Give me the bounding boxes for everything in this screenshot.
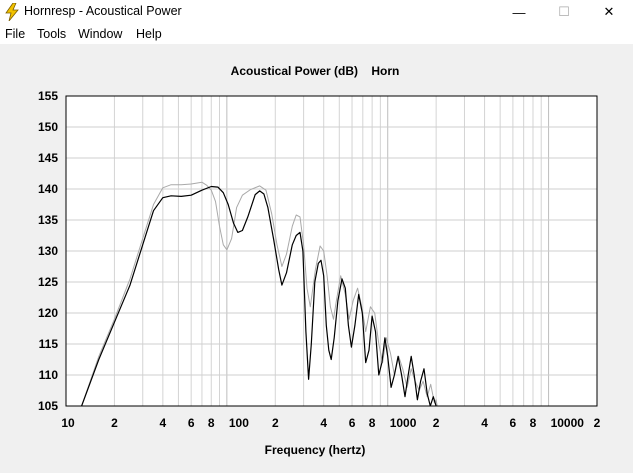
y-tick-label: 110 bbox=[39, 368, 59, 382]
menu-tools[interactable]: Tools bbox=[37, 27, 67, 41]
y-tick-label: 115 bbox=[39, 337, 59, 351]
x-tick-label: 100 bbox=[229, 416, 249, 430]
x-tick-label: 6 bbox=[349, 416, 356, 430]
menu-window[interactable]: Window bbox=[78, 27, 123, 41]
lightning-bolt-icon bbox=[5, 3, 19, 21]
chart-title: Acoustical Power (dB) Horn bbox=[231, 64, 400, 78]
x-axis-label: Frequency (hertz) bbox=[265, 443, 366, 457]
menu-help[interactable]: Help bbox=[136, 27, 162, 41]
y-tick-label: 135 bbox=[38, 213, 58, 227]
x-tick-label: 8 bbox=[530, 416, 537, 430]
x-tick-label: 8 bbox=[369, 416, 376, 430]
y-tick-label: 120 bbox=[38, 306, 58, 320]
x-tick-label: 10000 bbox=[551, 416, 585, 430]
y-tick-label: 145 bbox=[38, 151, 58, 165]
title-bar: Hornresp - Acoustical Power — ☐ ✕ bbox=[0, 0, 633, 24]
x-tick-label: 1000 bbox=[390, 416, 417, 430]
y-tick-label: 140 bbox=[38, 182, 58, 196]
maximize-button[interactable]: ☐ bbox=[558, 4, 570, 19]
y-tick-label: 130 bbox=[38, 244, 58, 258]
minimize-button[interactable]: — bbox=[512, 4, 526, 20]
y-tick-label: 155 bbox=[38, 89, 58, 103]
x-tick-label: 2 bbox=[594, 416, 601, 430]
x-tick-label: 2 bbox=[433, 416, 440, 430]
x-tick-label: 6 bbox=[188, 416, 195, 430]
x-tick-label: 4 bbox=[320, 416, 327, 430]
x-tick-label: 10 bbox=[61, 416, 75, 430]
window-title: Hornresp - Acoustical Power bbox=[24, 4, 182, 18]
series-line-reference bbox=[81, 181, 438, 406]
x-tick-label: 6 bbox=[510, 416, 517, 430]
menu-file[interactable]: File bbox=[5, 27, 26, 41]
x-tick-label: 4 bbox=[160, 416, 167, 430]
close-button[interactable]: ✕ bbox=[603, 4, 615, 19]
x-tick-label: 2 bbox=[272, 416, 279, 430]
menu-bar: File Tools Window Help bbox=[0, 24, 633, 44]
y-tick-label: 105 bbox=[38, 399, 58, 413]
x-tick-label: 8 bbox=[208, 416, 215, 430]
plot-frame bbox=[65, 95, 598, 407]
x-tick-label: 2 bbox=[111, 416, 118, 430]
series-line-primary bbox=[81, 185, 437, 406]
x-tick-label: 4 bbox=[481, 416, 488, 430]
y-tick-label: 150 bbox=[38, 120, 58, 134]
y-tick-label: 125 bbox=[38, 275, 58, 289]
